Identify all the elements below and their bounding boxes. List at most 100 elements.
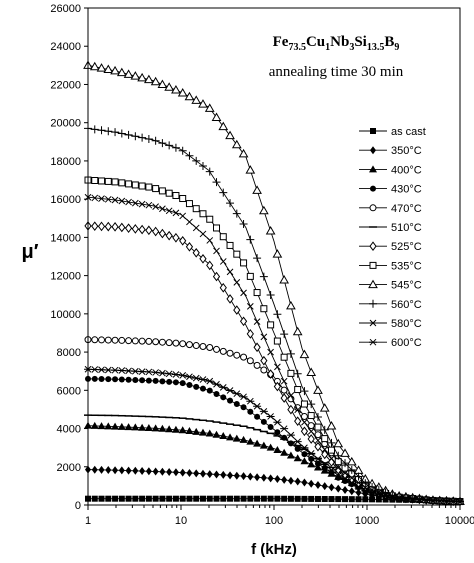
data-point: [171, 85, 181, 94]
data-point: [144, 135, 153, 144]
data-point: [179, 340, 187, 348]
data-point: [313, 455, 322, 463]
data-point: [219, 384, 228, 391]
data-point: [144, 368, 153, 376]
data-point: [280, 425, 289, 433]
data-point: [159, 205, 166, 213]
data-point: [308, 495, 315, 502]
data-point: [213, 224, 221, 232]
data-point: [401, 495, 410, 503]
data-point: [118, 466, 125, 475]
data-point: [240, 404, 247, 411]
formula-element: Fe: [273, 34, 289, 50]
data-point: [226, 433, 235, 441]
data-point: [300, 387, 309, 396]
data-point: [328, 455, 335, 462]
data-point: [112, 495, 119, 502]
data-point: [90, 125, 99, 134]
data-point: [314, 437, 322, 444]
data-point: [355, 488, 362, 497]
data-point: [240, 472, 247, 481]
data-point: [286, 451, 295, 459]
data-point: [346, 456, 357, 466]
legend-marker: [369, 338, 377, 346]
data-point: [179, 235, 187, 246]
data-point: [152, 495, 159, 502]
data-point: [220, 470, 227, 479]
data-point: [205, 167, 214, 176]
data-point: [212, 430, 221, 438]
x-axis-ticks: 1 10 100 1000 10000: [85, 505, 474, 527]
data-point: [218, 121, 229, 131]
legend-marker: [368, 279, 378, 289]
data-point: [348, 474, 356, 482]
data-point: [145, 467, 152, 476]
data-point: [328, 483, 335, 492]
data-point: [186, 468, 193, 477]
data-point: [186, 218, 193, 226]
data-point: [98, 177, 106, 185]
data-point: [98, 465, 105, 474]
data-point: [205, 377, 214, 385]
series-430-c: [85, 375, 463, 505]
data-point: [368, 489, 377, 496]
data-point: [395, 495, 404, 502]
data-point: [104, 221, 112, 232]
y-tick-label: 16000: [50, 194, 81, 206]
data-point: [117, 129, 126, 138]
data-point: [171, 425, 180, 433]
data-point: [246, 397, 255, 405]
data-point: [314, 460, 321, 467]
data-point: [307, 422, 315, 430]
data-point: [172, 232, 180, 243]
data-point: [267, 321, 275, 329]
legend-label: 470°C: [391, 203, 422, 215]
data-point: [307, 449, 316, 457]
data-point: [220, 495, 227, 502]
data-point: [246, 357, 254, 365]
data-point: [178, 372, 187, 379]
legend-item: 470°C: [359, 203, 422, 215]
y-tick-label: 24000: [50, 41, 81, 53]
data-point: [273, 310, 282, 319]
data-point: [307, 400, 316, 409]
legend-item: 350°C: [359, 145, 422, 157]
legend-label: 600°C: [391, 337, 422, 349]
data-point: [158, 228, 167, 239]
data-point: [98, 495, 105, 502]
data-point: [226, 294, 234, 304]
data-point: [132, 377, 139, 384]
data-point: [98, 195, 105, 202]
legend: as cast 350°C 400°C 430°C 470°C 510°C 525°C 535…: [359, 126, 426, 349]
data-point: [314, 495, 321, 502]
y-tick-label: 2000: [57, 462, 81, 474]
legend-item: 510°C: [359, 222, 422, 234]
legend-item: as cast: [359, 126, 426, 138]
data-point: [152, 338, 160, 346]
data-point: [111, 196, 119, 204]
data-point: [192, 342, 200, 350]
data-point: [342, 496, 349, 503]
data-point: [267, 474, 274, 483]
data-point: [253, 318, 261, 325]
data-point: [184, 91, 195, 101]
data-point: [152, 185, 160, 193]
legend-marker: [369, 261, 377, 269]
data-point: [213, 390, 220, 397]
data-point: [327, 438, 336, 447]
data-point: [185, 241, 194, 252]
data-point: [125, 337, 133, 345]
data-point: [166, 378, 173, 385]
data-point: [118, 376, 125, 383]
formula-subscript: 1: [325, 42, 330, 53]
legend-item: 560°C: [359, 299, 422, 311]
data-point: [206, 237, 214, 244]
data-point: [233, 471, 240, 480]
data-point: [172, 495, 179, 502]
series-470-c: [84, 336, 464, 506]
data-point: [192, 374, 201, 382]
data-point: [138, 200, 146, 208]
data-point: [192, 427, 201, 435]
data-point: [111, 128, 120, 137]
